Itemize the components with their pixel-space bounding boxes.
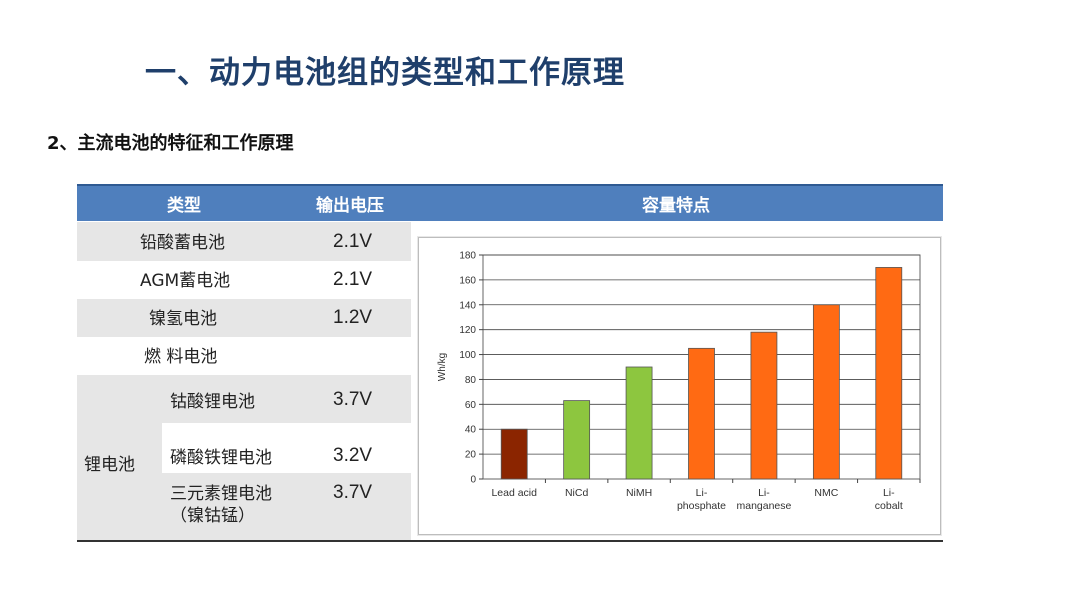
capacity-bar-chart-svg: 0 20 40 60 80 100 120 140 160 180 Wh/kg Lead acid Ni… (437, 251, 921, 512)
table-header: 类型 输出电压 容量特点 (77, 184, 943, 221)
lithium-group-label: 锂电池 (84, 455, 135, 475)
table-row: 燃 料电池 (77, 337, 411, 375)
battery-voltage: 3.2V (333, 445, 373, 466)
battery-name: 镍氢电池 (149, 309, 217, 329)
y-axis-label: Wh/kg (437, 353, 448, 381)
x-tick-label: NiMH (626, 487, 652, 499)
battery-comparison-table: 类型 输出电压 容量特点 铅酸蓄电池 2.1V AGM蓄电池 2.1V 镍氢电池… (77, 184, 943, 542)
slide-title: 一、动力电池组的类型和工作原理 (145, 55, 625, 91)
x-tick-label: NiCd (565, 487, 588, 499)
y-tick-label: 140 (459, 300, 476, 311)
y-tick-label: 100 (459, 350, 476, 361)
bar (500, 428, 528, 480)
capacity-chart: 0 20 40 60 80 100 120 140 160 180 Wh/kg Lead acid Ni… (418, 237, 941, 535)
x-tick-label: Li- (758, 487, 770, 499)
x-tick-label: NMC (814, 487, 838, 499)
bar (812, 304, 840, 480)
x-tick-label: Li- (696, 487, 708, 499)
battery-voltage: 3.7V (333, 389, 373, 410)
y-tick-label: 120 (459, 325, 476, 336)
bar (625, 366, 653, 480)
battery-name: 钴酸锂电池 (170, 392, 255, 412)
battery-name: 燃 料电池 (144, 347, 218, 367)
table-row: 三元素锂电池 （镍钴锰） 3.7V (162, 473, 411, 540)
header-voltage: 输出电压 (316, 196, 384, 216)
y-tick-label: 40 (465, 425, 477, 436)
x-tick-label: Lead acid (491, 487, 537, 499)
battery-name: 三元素锂电池 (170, 484, 272, 504)
battery-voltage: 1.2V (333, 307, 373, 328)
table-row: AGM蓄电池 2.1V (77, 261, 411, 299)
table-bottom-rule (77, 540, 943, 542)
table-row: 钴酸锂电池 3.7V (162, 375, 411, 423)
battery-voltage: 3.7V (333, 482, 373, 503)
table-row: 铅酸蓄电池 2.1V (77, 222, 411, 261)
battery-voltage: 2.1V (333, 231, 373, 252)
x-tick-label: Li- (883, 487, 895, 499)
lithium-group-cell: 锂电池 (77, 375, 162, 540)
table-row: 镍氢电池 1.2V (77, 299, 411, 337)
header-type: 类型 (167, 196, 201, 216)
y-tick-label: 160 (459, 275, 476, 286)
y-tick-label: 180 (459, 251, 476, 262)
bar (875, 267, 903, 480)
battery-name: 铅酸蓄电池 (140, 233, 225, 253)
battery-name: 磷酸铁锂电池 (170, 448, 272, 468)
bar (563, 400, 591, 480)
x-tick-label: manganese (736, 500, 791, 512)
y-tick-label: 80 (465, 375, 477, 386)
y-tick-label: 60 (465, 400, 477, 411)
battery-name-line2: （镍钴锰） (170, 506, 255, 526)
battery-voltage: 2.1V (333, 269, 373, 290)
y-tick-label: 0 (470, 475, 476, 486)
slide-subtitle: 2、主流电池的特征和工作原理 (47, 133, 294, 154)
battery-name: AGM蓄电池 (140, 271, 231, 291)
bar (688, 347, 715, 480)
header-capacity: 容量特点 (642, 196, 710, 216)
bar (750, 331, 778, 480)
y-tick-label: 20 (465, 450, 477, 461)
x-tick-label: cobalt (875, 500, 903, 512)
table-row: 磷酸铁锂电池 3.2V (162, 423, 411, 473)
x-tick-label: phosphate (677, 500, 726, 512)
